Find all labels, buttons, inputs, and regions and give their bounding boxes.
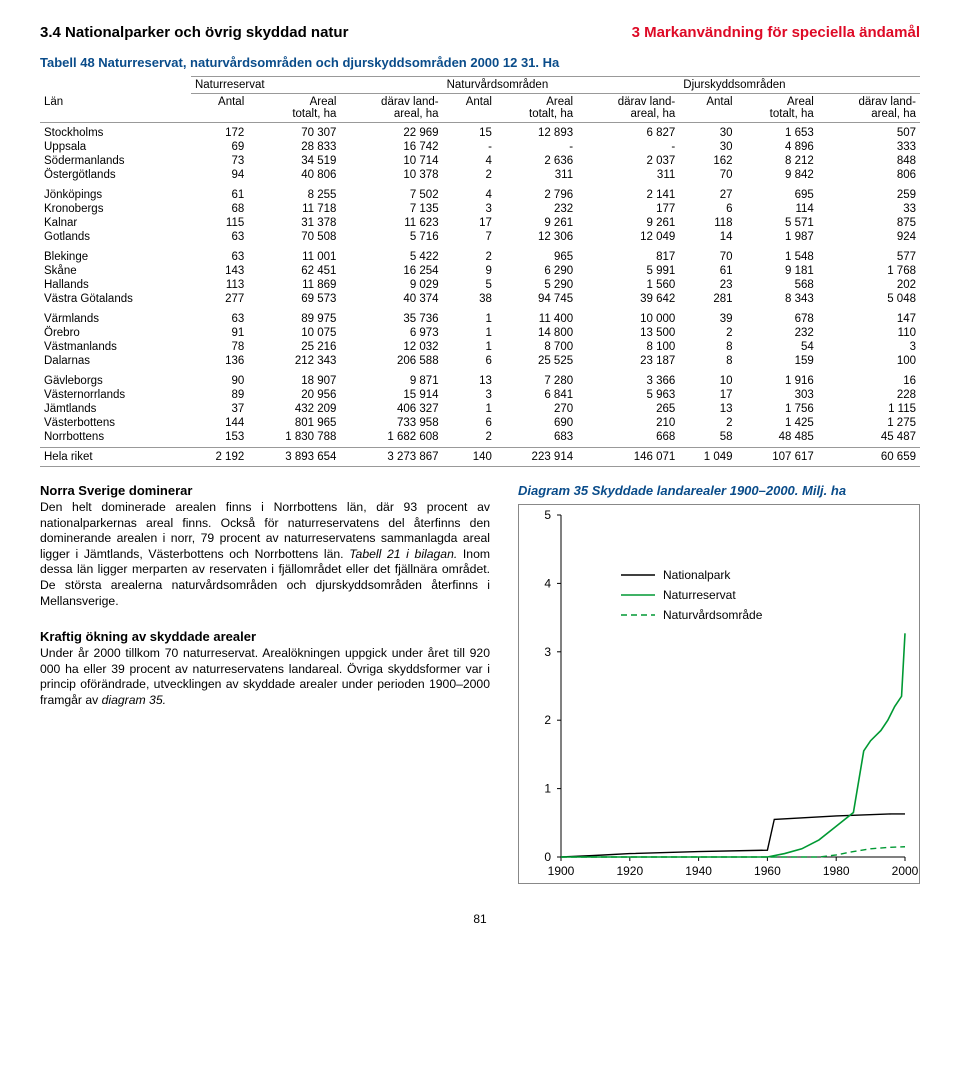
svg-text:1900: 1900	[548, 864, 575, 878]
table-row: Örebro9110 0756 973114 80013 5002232110	[40, 326, 920, 340]
table-row: Västra Götalands27769 57340 3743894 7453…	[40, 292, 920, 309]
svg-text:0: 0	[544, 850, 551, 864]
colhead: Antal	[191, 94, 248, 123]
table-row: Gävleborgs9018 9079 871137 2803 366101 9…	[40, 371, 920, 388]
table-row: Skåne14362 45116 25496 2905 991619 1811 …	[40, 264, 920, 278]
table-row: Hallands11311 8699 02955 2901 5602356820…	[40, 278, 920, 292]
para-heading: Norra Sverige dominerar	[40, 483, 490, 498]
svg-text:2000: 2000	[892, 864, 919, 878]
table-row: Värmlands6389 97535 736111 40010 0003967…	[40, 309, 920, 326]
col-lan: Län	[40, 94, 191, 123]
table-row: Östergötlands9440 80610 3782311311709 84…	[40, 168, 920, 185]
group-header: Djurskyddsområden	[679, 77, 920, 94]
group-header: Naturvårdsområden	[443, 77, 680, 94]
table-row: Jönköpings618 2557 50242 7962 1412769525…	[40, 185, 920, 202]
svg-text:Naturvårdsområde: Naturvårdsområde	[663, 608, 763, 622]
svg-text:Nationalpark: Nationalpark	[663, 568, 731, 582]
colhead: därav land-areal, ha	[577, 94, 679, 123]
svg-text:4: 4	[544, 576, 551, 590]
chart-caption: Diagram 35 Skyddade landarealer 1900–200…	[518, 483, 920, 498]
colhead: Arealtotalt, ha	[737, 94, 818, 123]
group-header: Naturreservat	[191, 77, 443, 94]
body-text-column: Norra Sverige dominerar Den helt dominer…	[40, 483, 490, 884]
paragraph: Den helt dominerade arealen finns i Norr…	[40, 500, 490, 609]
page-number: 81	[40, 912, 920, 926]
table-row: Södermanlands7334 51910 71442 6362 03716…	[40, 154, 920, 168]
table-row: Västmanlands7825 21612 03218 7008 100854…	[40, 340, 920, 354]
paragraph: Under år 2000 tillkom 70 naturreservat. …	[40, 646, 490, 708]
colhead: Arealtotalt, ha	[248, 94, 340, 123]
svg-text:1: 1	[544, 782, 551, 796]
table-row: Gotlands6370 5085 716712 30612 049141 98…	[40, 230, 920, 247]
colhead: Antal	[443, 94, 496, 123]
svg-text:1980: 1980	[823, 864, 850, 878]
table-row: Uppsala6928 83316 742---304 896333	[40, 140, 920, 154]
colhead: Antal	[679, 94, 736, 123]
svg-text:1920: 1920	[616, 864, 643, 878]
colhead: Arealtotalt, ha	[496, 94, 577, 123]
table-row: Västerbottens144801 965733 958669021021 …	[40, 416, 920, 430]
table-row: Kalnar11531 37811 623179 2619 2611185 57…	[40, 216, 920, 230]
svg-text:1940: 1940	[685, 864, 712, 878]
svg-text:2: 2	[544, 713, 551, 727]
section-title-right: 3 Markanvändning för speciella ändamål	[632, 24, 920, 41]
para-heading: Kraftig ökning av skyddade arealer	[40, 629, 490, 644]
table-row: Kronobergs6811 7187 1353232177611433	[40, 202, 920, 216]
colhead: därav land-areal, ha	[340, 94, 442, 123]
page-header: 3.4 Nationalparker och övrig skyddad nat…	[40, 24, 920, 41]
svg-text:Naturreservat: Naturreservat	[663, 588, 736, 602]
table-row: Norrbottens1531 830 7881 682 60826836685…	[40, 430, 920, 448]
table-row: Västernorrlands8920 95615 91436 8415 963…	[40, 388, 920, 402]
svg-text:3: 3	[544, 645, 551, 659]
svg-text:5: 5	[544, 508, 551, 522]
colhead: därav land-areal, ha	[818, 94, 920, 123]
table-row: Dalarnas136212 343206 588625 52523 18781…	[40, 354, 920, 371]
table-row: Jämtlands37432 209406 3271270265131 7561…	[40, 402, 920, 416]
data-table: Naturreservat Naturvårdsområden Djurskyd…	[40, 76, 920, 467]
table-total-row: Hela riket2 1923 893 6543 273 867140223 …	[40, 448, 920, 467]
svg-text:1960: 1960	[754, 864, 781, 878]
table-row: Stockholms17270 30722 9691512 8936 82730…	[40, 123, 920, 141]
table-row: Blekinge6311 0015 4222965817701 548577	[40, 247, 920, 264]
section-title-left: 3.4 Nationalparker och övrig skyddad nat…	[40, 24, 348, 41]
table-caption: Tabell 48 Naturreservat, naturvårdsområd…	[40, 55, 920, 70]
line-chart: 0 1 2 3 4 5 1900 1920 1940 1960 1980 2000 Nationalpa…	[518, 504, 920, 884]
